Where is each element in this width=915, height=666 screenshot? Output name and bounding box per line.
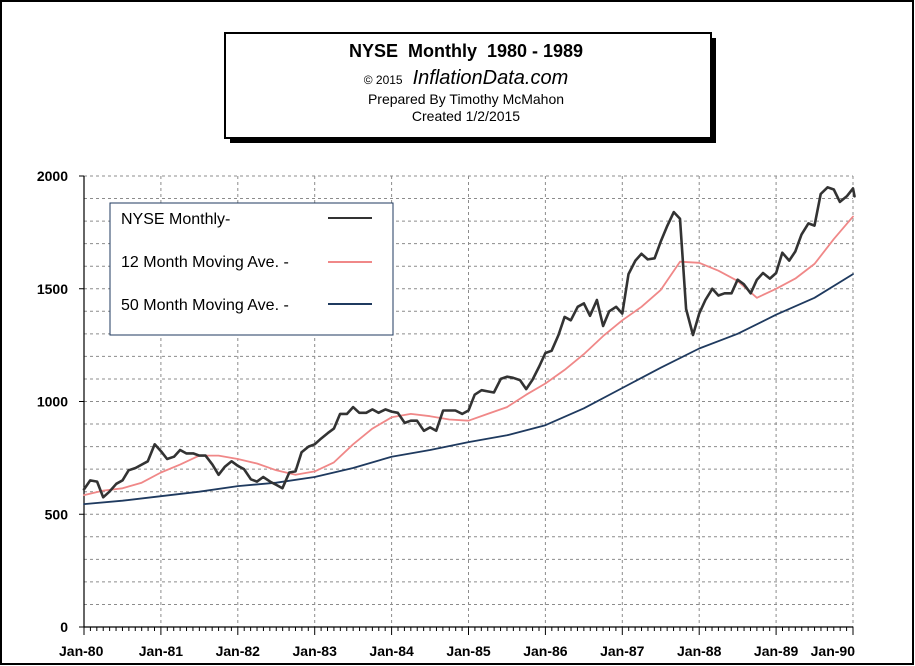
legend-label-nyse: NYSE Monthly- xyxy=(121,211,230,228)
y-tick-label-500: 500 xyxy=(45,506,69,522)
x-tick-label-Jan-87: Jan-87 xyxy=(600,643,645,659)
x-tick-label-Jan-83: Jan-83 xyxy=(293,643,338,659)
y-tick-label-1000: 1000 xyxy=(37,394,68,410)
y-tick-label-2000: 2000 xyxy=(37,168,68,184)
x-tick-label-Jan-81: Jan-81 xyxy=(139,643,184,659)
x-tick-label-Jan-90: Jan-90 xyxy=(811,643,856,659)
series-lines xyxy=(82,186,856,505)
chart-title: NYSE Monthly 1980 - 1989 xyxy=(349,41,583,61)
x-tick-label-Jan-86: Jan-86 xyxy=(523,643,568,659)
y-tick-labels: 0 500 1000 1500 2000 xyxy=(37,168,68,635)
legend-frame xyxy=(109,202,394,336)
copyright-text: © 2015 xyxy=(364,73,403,87)
x-tick-label-Jan-84: Jan-84 xyxy=(369,643,414,659)
x-tick-label-Jan-80: Jan-80 xyxy=(59,643,104,659)
y-tick-label-1500: 1500 xyxy=(37,281,68,297)
series-nyse-monthly xyxy=(82,186,856,499)
created-date: Created 1/2/2015 xyxy=(412,108,520,124)
copyright-line: © 2015 InflationData.com xyxy=(364,67,569,89)
x-tick-label-Jan-89: Jan-89 xyxy=(754,643,799,659)
y-tick-label-0: 0 xyxy=(60,619,68,635)
legend: NYSE Monthly- 12 Month Moving Ave. - 50 … xyxy=(109,202,394,336)
x-tick-labels: Jan-80 Jan-81 Jan-82 Jan-83 Jan-84 Jan-85 Jan-… xyxy=(59,643,855,659)
x-tick-label-Jan-88: Jan-88 xyxy=(677,643,722,659)
legend-label-50-month: 50 Month Moving Ave. - xyxy=(121,297,289,314)
legend-label-12-month: 12 Month Moving Ave. - xyxy=(121,254,289,271)
site-name: InflationData.com xyxy=(413,67,569,89)
x-tick-label-Jan-82: Jan-82 xyxy=(216,643,261,659)
series-50-month-moving-average xyxy=(83,273,854,505)
title-box-frame xyxy=(224,32,712,139)
prepared-by: Prepared By Timothy McMahon xyxy=(368,91,564,107)
series-12-month-moving-average xyxy=(83,215,854,496)
axes xyxy=(79,175,854,635)
title-box: NYSE Monthly 1980 - 1989 © 2015 Inflatio… xyxy=(224,32,716,143)
x-tick-label-Jan-85: Jan-85 xyxy=(446,643,491,659)
